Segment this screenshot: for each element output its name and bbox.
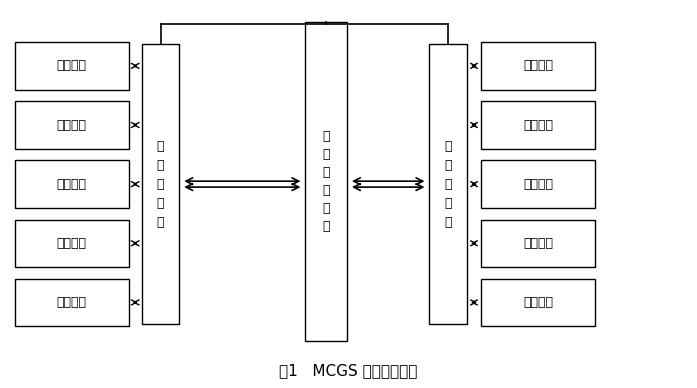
Bar <box>481 161 595 208</box>
Bar <box>305 23 347 341</box>
Text: 设计报表: 设计报表 <box>56 237 86 250</box>
Text: 实
时
数
据
库: 实 时 数 据 库 <box>445 140 452 229</box>
Text: 图1   MCGS 组态运行环境: 图1 MCGS 组态运行环境 <box>279 363 418 378</box>
Text: 流程控制: 流程控制 <box>56 118 86 132</box>
Text: 报警输出: 报警输出 <box>523 178 553 191</box>
Text: 现场控制: 现场控制 <box>523 118 553 132</box>
Text: 报表打印: 报表打印 <box>523 237 553 250</box>
Text: 动画显示: 动画显示 <box>523 59 553 72</box>
Bar <box>141 44 179 324</box>
Bar <box>15 101 129 149</box>
Bar <box>481 42 595 90</box>
Bar <box>481 101 595 149</box>
Bar <box>15 279 129 326</box>
Bar <box>481 279 595 326</box>
Text: 设备输出: 设备输出 <box>523 296 553 309</box>
Text: 连接设备: 连接设备 <box>56 296 86 309</box>
Bar <box>429 44 467 324</box>
Bar <box>15 220 129 267</box>
Text: 构建动画: 构建动画 <box>56 59 86 72</box>
Bar <box>15 161 129 208</box>
Text: 实
时
数
据
库: 实 时 数 据 库 <box>157 140 164 229</box>
Text: 组
态
软
件
核
心: 组 态 软 件 核 心 <box>323 130 330 233</box>
Text: 报警组态: 报警组态 <box>56 178 86 191</box>
Bar <box>15 42 129 90</box>
Bar <box>481 220 595 267</box>
